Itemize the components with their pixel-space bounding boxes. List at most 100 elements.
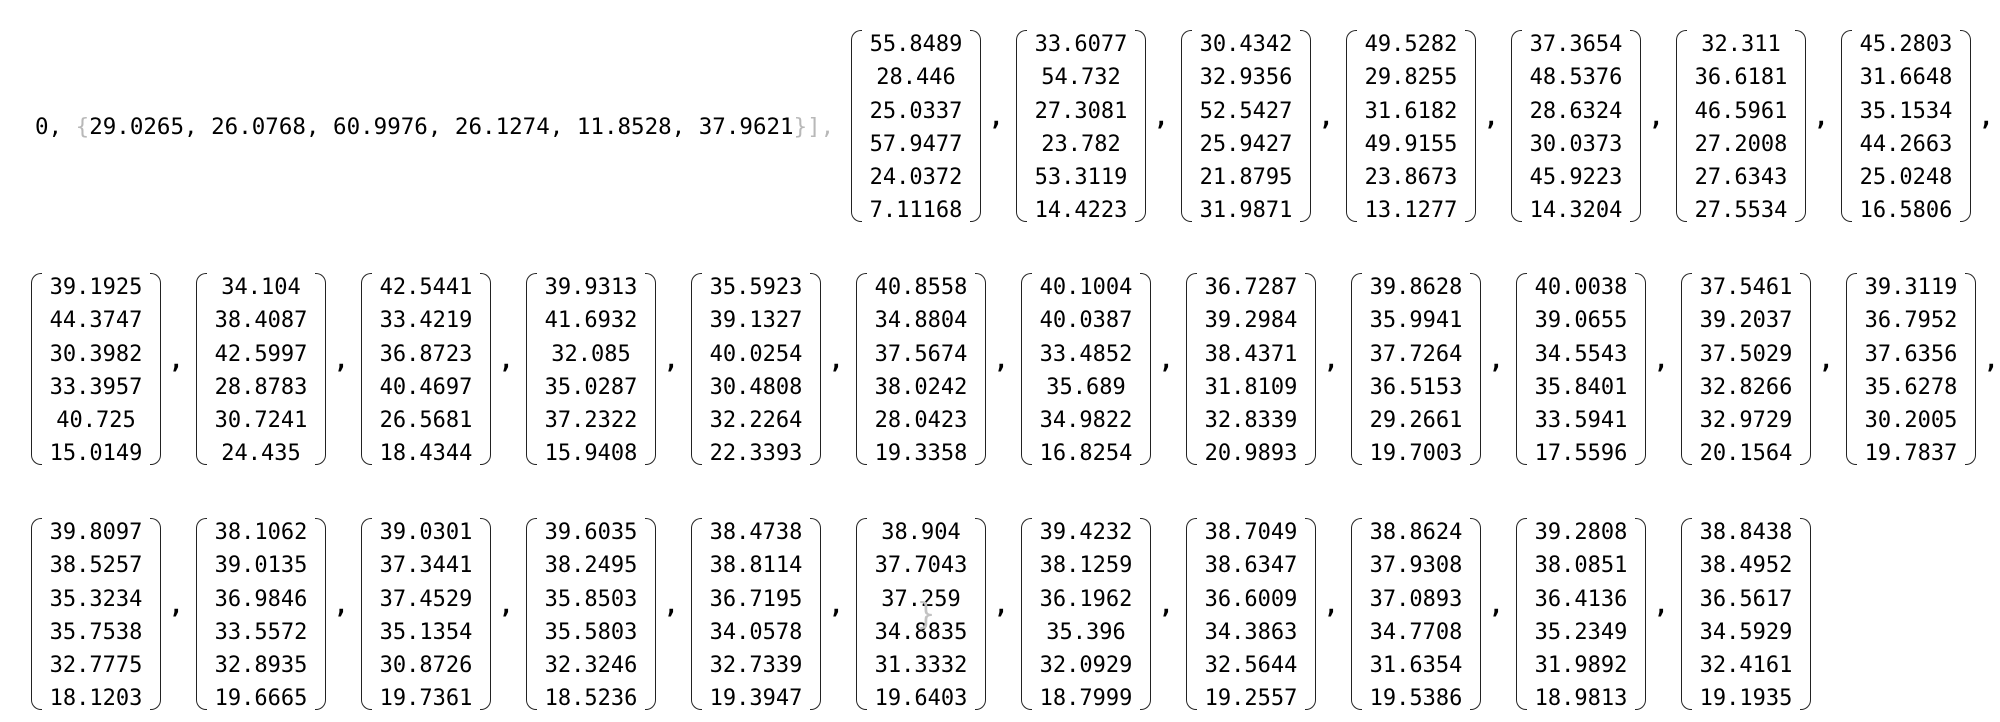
matrix-cell: 35.3234 [49,586,143,612]
matrix-cell: 41.6932 [544,308,638,334]
matrix-cell: 32.311 [1701,32,1781,57]
matrix-cell: 35.1534 [1859,98,1953,124]
matrix-10: 42.5441 33.4219 36.8723 40.4697 26.5681 18.43… [360,271,492,467]
matrix-cell: 32.3246 [544,653,638,679]
separator-comma: , [499,591,514,619]
matrix-18: 37.5461 39.2037 37.5029 32.8266 32.9729 20.15… [1680,271,1812,467]
matrix-cell: 44.3747 [49,308,143,334]
matrix-cell: 14.3204 [1529,198,1623,224]
separator-comma: , [1484,103,1499,131]
matrix-cell: 19.7361 [379,686,473,712]
separator-comma: , [334,591,349,619]
matrix-cell: 34.9822 [1039,408,1133,434]
matrix-cell: 28.6324 [1529,98,1623,124]
matrix-cell: 26.5681 [379,408,473,434]
matrix-cell: 40.8558 [874,275,968,300]
separator-comma: , [1159,591,1174,619]
matrix-cell: 38.7049 [1204,520,1298,545]
matrix-cell: 35.1354 [379,619,473,645]
matrix-cell: 20.1564 [1699,441,1793,467]
matrix-cell: 18.4344 [379,441,473,467]
matrix-cell: 45.9223 [1529,165,1623,191]
matrix-cell: 32.9729 [1699,408,1793,434]
matrix-cell: 25.9427 [1199,131,1293,157]
matrix-cell: 27.5534 [1694,198,1788,224]
matrix-cell: 17.5596 [1534,441,1628,467]
matrix-cell: 30.2005 [1864,408,1958,434]
matrix-cell: 30.8726 [379,653,473,679]
matrix-27: 38.7049 38.6347 36.6009 34.3863 32.5644 19.25… [1185,516,1317,712]
matrix-cell: 28.0423 [874,408,968,434]
matrix-cell: 40.0387 [1039,308,1133,334]
matrix-cell: 16.8254 [1039,441,1133,467]
separator-comma: , [1324,346,1339,374]
matrix-cell: 37.2322 [544,408,638,434]
matrix-cell: 40.0038 [1534,275,1628,300]
matrix-cell: 36.5617 [1699,586,1793,612]
matrix-cell: 18.9813 [1534,686,1628,712]
matrix-cell: 38.1259 [1039,553,1133,579]
separator-comma: , [499,346,514,374]
matrix-cell: 35.9941 [1369,308,1463,334]
matrix-cell: 38.5257 [49,553,143,579]
matrix-cell: 38.904 [881,520,961,545]
separator-comma: , [1984,346,1999,374]
matrix-17: 40.0038 39.0655 34.5543 35.8401 33.5941 17.55… [1515,271,1647,467]
matrix-cell: 32.2264 [709,408,803,434]
matrix-cell: 25.0337 [869,98,963,124]
separator-comma: , [994,591,1009,619]
matrix-cell: 49.9155 [1364,131,1458,157]
matrix-cell: 19.2557 [1204,686,1298,712]
matrix-20: 39.8097 38.5257 35.3234 35.7538 32.7775 18.12… [30,516,162,712]
matrix-cell: 42.5997 [214,341,308,367]
matrix-cell: 38.6347 [1204,553,1298,579]
matrix-cell: 34.8804 [874,308,968,334]
matrix-cell: 16.5806 [1859,198,1953,224]
matrix-cell: 28.8783 [214,374,308,400]
matrix-cell: 13.1277 [1364,198,1458,224]
separator-comma: , [1814,103,1829,131]
matrix-cell: 30.4342 [1199,32,1293,57]
matrix-cell: 38.8624 [1369,520,1463,545]
separator-comma: , [1654,591,1669,619]
matrix-cell: 38.8438 [1699,520,1793,545]
matrix-cell: 29.2661 [1369,408,1463,434]
matrix-cell: 37.5674 [874,341,968,367]
matrix-cell: 40.4697 [379,374,473,400]
matrix-cell: 35.689 [1046,374,1126,400]
matrix-cell: 37.5461 [1699,275,1793,300]
separator-comma: , [1159,346,1174,374]
matrix-cell: 38.0851 [1534,553,1628,579]
matrix-cell: 28.446 [876,65,956,91]
separator-comma: , [664,591,679,619]
separator-comma: , [989,103,1004,131]
separator-comma: , [664,346,679,374]
matrix-cell: 31.6648 [1859,65,1953,91]
matrix-23: 39.6035 38.2495 35.8503 35.5803 32.3246 18.52… [525,516,657,712]
matrix-cell: 34.104 [221,275,301,300]
matrix-cell: 18.7999 [1039,686,1133,712]
matrix-2: 33.6077 54.732 27.3081 23.782 53.3119 14.4223 [1015,28,1147,224]
matrix-cell: 37.3441 [379,553,473,579]
matrix-cell: 18.1203 [49,686,143,712]
separator-comma: , [1819,346,1834,374]
output-prefix: 0, {29.0265, 26.0768, 60.9976, 26.1274, … [35,112,834,142]
matrix-cell: 36.7952 [1864,308,1958,334]
matrix-cell: 31.9892 [1534,653,1628,679]
matrix-cell: 36.7287 [1204,275,1298,300]
matrix-cell: 30.0373 [1529,131,1623,157]
matrix-cell: 57.9477 [869,131,963,157]
matrix-cell: 19.1935 [1699,686,1793,712]
matrix-cell: 36.1962 [1039,586,1133,612]
matrix-cell: 54.732 [1041,65,1121,91]
matrix-cell: 19.3358 [874,441,968,467]
matrix-25: 38.904 37.7043 37.259 34.8835 31.3332 19.6403 [855,516,987,712]
matrix-cell: 31.6182 [1364,98,1458,124]
matrix-cell: 53.3119 [1034,165,1128,191]
matrix-cell: 34.8835 [874,619,968,645]
matrix-cell: 36.6181 [1694,65,1788,91]
final-close-brace: } [917,597,936,632]
matrix-cell: 15.0149 [49,441,143,467]
matrix-7: 45.2803 31.6648 35.1534 44.2663 25.0248 16.58… [1840,28,1972,224]
